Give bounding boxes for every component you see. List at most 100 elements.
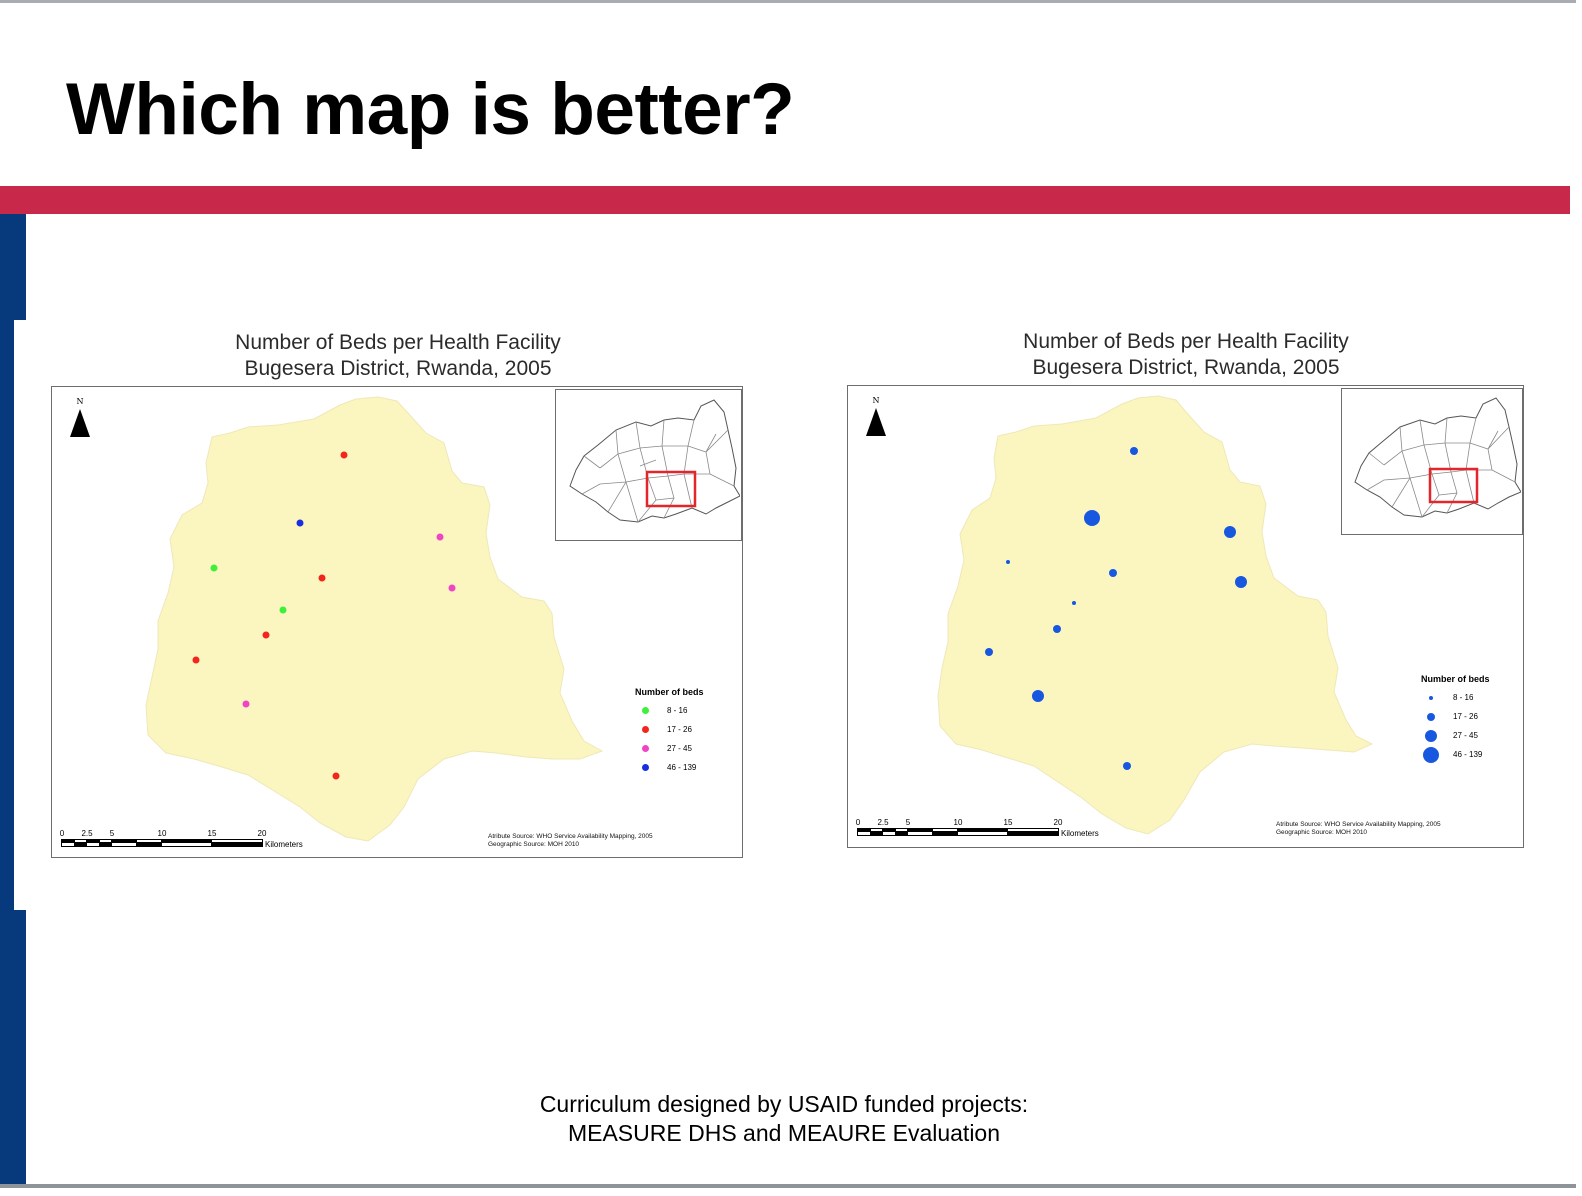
scale-tick-label: 10 — [953, 818, 963, 827]
map-2-geographic-source: Geographic Source: MOH 2010 — [1276, 829, 1368, 836]
legend-row: 46 - 139 — [635, 758, 704, 777]
footer-line-1: Curriculum designed by USAID funded proj… — [539, 1091, 1029, 1117]
map-2-attribute-source: Atribute Source: WHO Service Availabilit… — [1276, 821, 1441, 828]
health-facility-point — [1109, 569, 1117, 577]
health-facility-point — [318, 574, 326, 582]
bugesera-district-polygon — [145, 396, 604, 842]
scale-segment — [869, 828, 884, 833]
legend-symbol — [1429, 695, 1433, 700]
legend-class-label: 27 - 45 — [667, 744, 692, 753]
map-1-title-line-1: Number of Beds per Health Facility — [235, 331, 561, 354]
map-1-frame: N Number of beds 8 - 16 17 - 26 27 - 45 46 … — [51, 386, 743, 858]
legend-class-label: 8 - 16 — [667, 706, 688, 715]
map-1-north-label: N — [76, 397, 84, 406]
scale-segment — [161, 839, 213, 844]
bugesera-district-polygon — [937, 395, 1374, 835]
scale-segment — [882, 828, 897, 833]
scale-segment — [211, 839, 263, 844]
legend-symbol — [641, 726, 649, 733]
rwanda-outline — [1354, 397, 1521, 518]
scale-segment — [907, 828, 934, 833]
scale-segment — [136, 842, 163, 847]
legend-row: 8 - 16 — [635, 701, 704, 720]
health-facility-point — [1130, 447, 1138, 455]
rwanda-outline — [569, 399, 740, 523]
scale-segment — [882, 831, 897, 836]
scale-segment — [211, 842, 263, 847]
legend-class-label: 17 - 26 — [1453, 712, 1478, 721]
scale-segment — [957, 831, 1009, 836]
legend-symbol — [641, 707, 649, 714]
scale-segment — [73, 842, 88, 847]
slide-title: Which map is better? — [66, 69, 795, 150]
title-underline-band — [0, 186, 1570, 214]
legend-symbol-cell — [635, 745, 655, 752]
map-2-title-line-1: Number of Beds per Health Facility — [1023, 330, 1349, 353]
north-arrow-icon — [70, 409, 90, 437]
scale-tick-label: 20 — [1053, 818, 1063, 827]
scale-units-label: Kilometers — [265, 840, 303, 849]
map-1-north-arrow: N — [68, 397, 92, 437]
slide-top-border — [0, 0, 1582, 3]
inset-highlight-box — [1428, 467, 1479, 504]
map-1-source-note: Atribute Source: WHO Service Availabilit… — [488, 833, 653, 849]
scale-segment — [1007, 831, 1059, 836]
legend-class-label: 46 - 139 — [667, 763, 697, 772]
slide-footer: Curriculum designed by USAID funded proj… — [0, 1090, 1568, 1148]
health-facility-point — [436, 533, 444, 541]
map-2-title: Number of Beds per Health Facility Buges… — [848, 329, 1524, 381]
map-1-title: Number of Beds per Health Facility Buges… — [52, 330, 744, 382]
scale-segment — [894, 828, 909, 833]
scale-segment — [932, 831, 959, 836]
scale-units-label: Kilometers — [1061, 829, 1099, 838]
legend-row: 27 - 45 — [1421, 726, 1490, 745]
legend-symbol — [1425, 729, 1437, 742]
scale-segment — [86, 839, 101, 844]
scale-segment — [73, 839, 88, 844]
scale-segment — [136, 839, 163, 844]
legend-row: 27 - 45 — [635, 739, 704, 758]
legend-symbol — [641, 764, 649, 771]
scale-segment — [161, 842, 213, 847]
scale-tick-label: 2.5 — [877, 818, 889, 827]
map-1-legend-title: Number of beds — [635, 687, 704, 697]
map-2-north-label: N — [872, 396, 880, 405]
health-facility-point — [448, 584, 456, 592]
health-facility-point — [242, 700, 250, 708]
footer-line-2: MEASURE DHS and MEAURE Evaluation — [567, 1120, 1001, 1146]
map-1-locator-inset — [555, 389, 742, 541]
map-1-geographic-source: Geographic Source: MOH 2010 — [488, 841, 580, 848]
slide-right-margin — [1576, 0, 1582, 1196]
legend-symbol-cell — [635, 707, 655, 714]
health-facility-point — [1072, 601, 1076, 605]
scale-segment — [98, 842, 113, 847]
health-facility-point — [1224, 526, 1236, 538]
health-facility-point — [1084, 510, 1100, 526]
legend-symbol-cell — [635, 764, 655, 771]
scale-tick-label: 15 — [1003, 818, 1013, 827]
scale-segment — [932, 828, 959, 833]
legend-row: 17 - 26 — [635, 720, 704, 739]
legend-symbol — [641, 745, 649, 752]
health-facility-point — [340, 451, 348, 459]
map-2-legend-title: Number of beds — [1421, 674, 1490, 684]
legend-row: 17 - 26 — [1421, 707, 1490, 726]
health-facility-point — [985, 648, 993, 656]
health-facility-point — [1006, 560, 1010, 564]
health-facility-point — [210, 564, 218, 572]
scale-segment — [869, 831, 884, 836]
legend-symbol-cell — [1421, 746, 1441, 763]
map-2-north-arrow: N — [864, 396, 888, 436]
scale-tick-label: 2.5 — [81, 829, 93, 838]
scale-segment — [98, 839, 113, 844]
health-facility-point — [1053, 625, 1061, 633]
legend-symbol-cell — [1421, 712, 1441, 721]
legend-symbol-cell — [1421, 695, 1441, 700]
scale-segment — [894, 831, 909, 836]
map-2-frame: N Number of beds 8 - 16 17 - 26 27 - 45 46 … — [847, 385, 1524, 848]
map-1-scale-bar: 0 2.5 5 10 15 20 Kilometers — [60, 829, 360, 853]
side-bar-notch — [14, 320, 26, 910]
scale-segment — [957, 828, 1009, 833]
legend-class-label: 46 - 139 — [1453, 750, 1483, 759]
health-facility-point — [279, 606, 287, 614]
